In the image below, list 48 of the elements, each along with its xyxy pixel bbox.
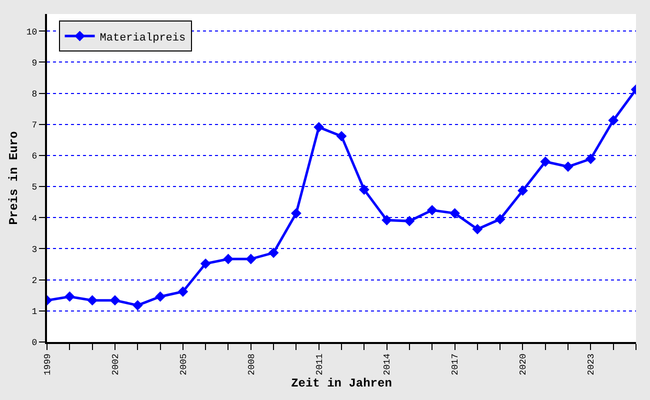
point <box>585 154 596 164</box>
point <box>608 115 619 126</box>
y-tick-label: 10 <box>26 27 38 38</box>
point <box>450 208 460 218</box>
y-tick-label: 9 <box>32 58 38 68</box>
point <box>472 224 483 234</box>
x-tick-label: 2005 <box>178 354 189 376</box>
point <box>223 254 234 264</box>
y-tick-label: 4 <box>32 214 38 224</box>
x-axis-title: Zeit in Jahren <box>291 376 392 391</box>
x-tick-label: 2017 <box>450 354 461 376</box>
x-tick-label: 2014 <box>382 354 393 376</box>
point <box>562 161 574 172</box>
point <box>110 295 120 306</box>
point <box>314 122 324 132</box>
point <box>518 185 528 196</box>
point <box>200 258 211 269</box>
point <box>246 254 256 264</box>
y-tick-label: 5 <box>32 182 38 193</box>
point <box>494 214 506 224</box>
point <box>268 248 279 258</box>
y-tick-label: 6 <box>32 152 38 162</box>
x-tick-label: 2011 <box>314 354 325 376</box>
x-tick-label: 2023 <box>586 354 597 376</box>
point <box>404 216 415 226</box>
point <box>64 291 75 302</box>
y-axis-title: Preis in Euro <box>7 131 22 225</box>
point <box>540 156 551 167</box>
point <box>426 204 438 216</box>
x-tick-label: 2002 <box>110 354 121 376</box>
y-tick-label: 0 <box>32 338 38 348</box>
point <box>178 286 188 297</box>
x-tick-label: 2020 <box>518 354 529 376</box>
y-tick-label: 3 <box>32 244 38 255</box>
y-tick-label: 2 <box>32 276 38 286</box>
point <box>155 291 166 302</box>
point <box>132 300 143 311</box>
point <box>290 208 302 218</box>
point <box>336 130 347 142</box>
point <box>87 295 98 306</box>
y-tick-label: 1 <box>32 307 38 318</box>
y-tick-label: 8 <box>32 89 38 100</box>
x-tick-label: 1999 <box>42 354 53 376</box>
legend-label: Materialpreis <box>100 32 186 44</box>
x-tick-label: 2008 <box>246 354 257 376</box>
y-tick-label: 7 <box>32 120 38 131</box>
point <box>358 184 370 195</box>
point <box>382 214 392 226</box>
